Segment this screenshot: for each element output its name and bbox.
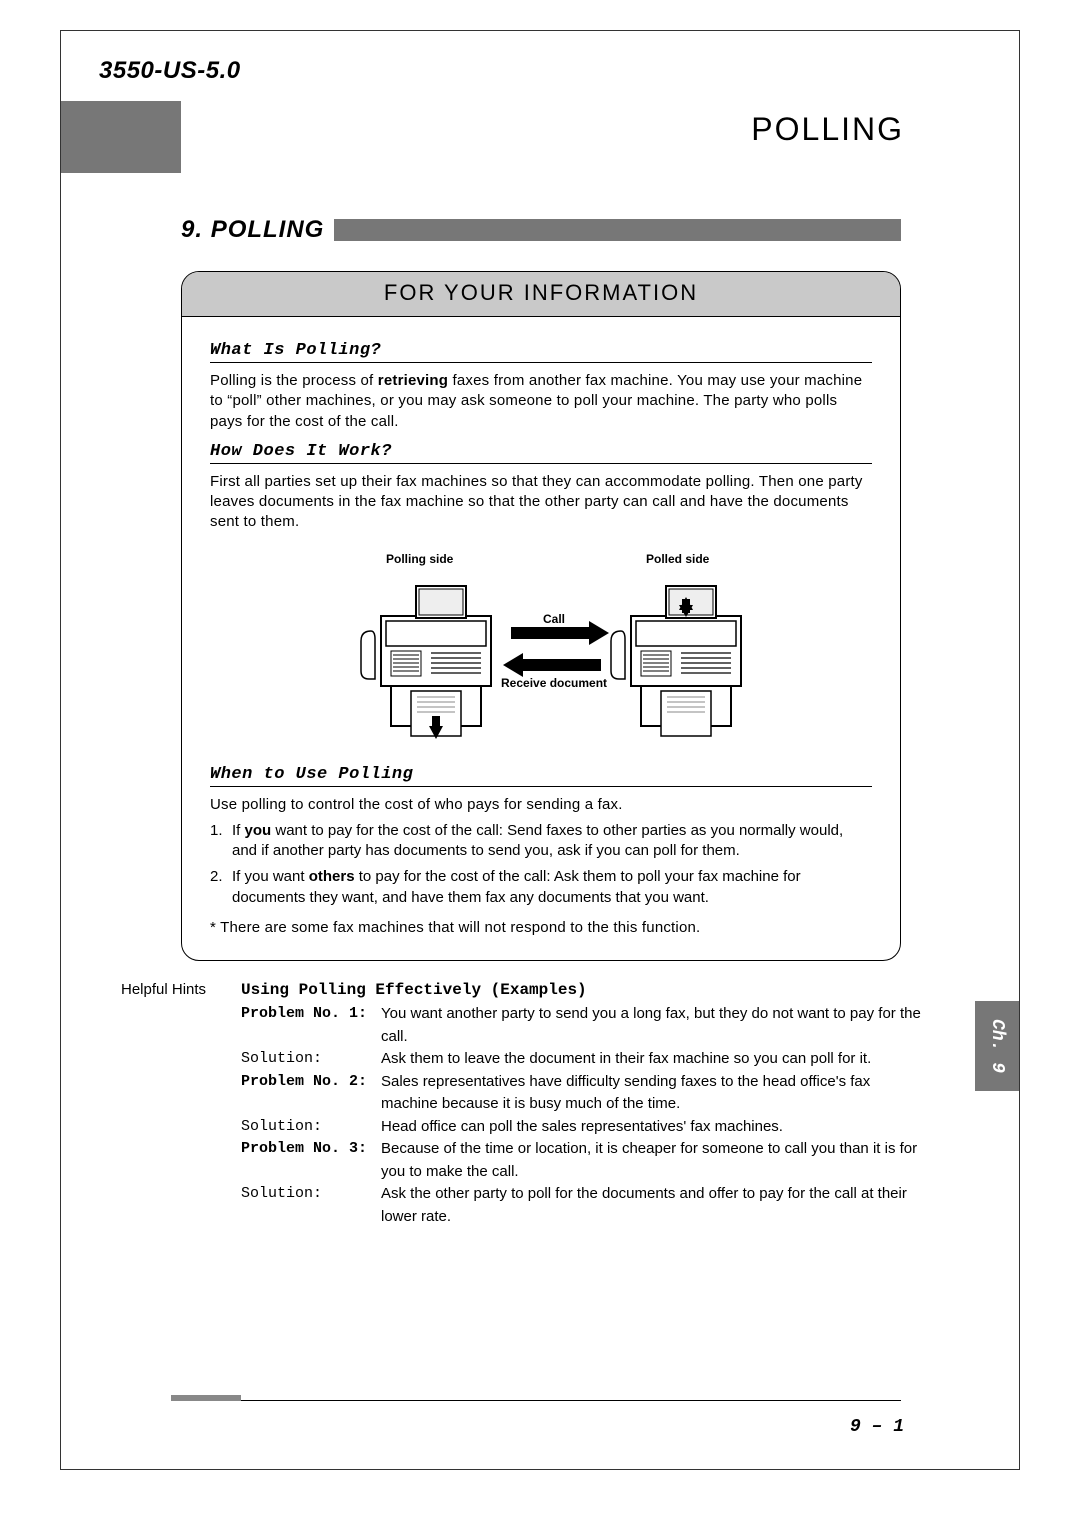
hints-text: Ask them to leave the document in their … [381, 1048, 921, 1071]
receive-arrow-icon [503, 653, 601, 677]
polled-side-label: Polled side [646, 552, 710, 566]
chapter-title: POLLING [751, 111, 904, 148]
list-text: If you want to pay for the cost of the c… [232, 821, 872, 862]
solution-label: Solution: [241, 1116, 381, 1139]
hints-row: Solution:Head office can poll the sales … [241, 1116, 921, 1139]
text: Polling is the process of [210, 372, 378, 389]
hints-row: Solution:Ask the other party to poll for… [241, 1183, 921, 1228]
polling-diagram: Polling side Polled side Call Receive do… [301, 551, 781, 751]
hints-text: You want another party to send you a lon… [381, 1003, 921, 1048]
section-gray-bar [334, 219, 901, 241]
chapter-side-tab-text: Ch. 9 [987, 1019, 1007, 1073]
footnote: * There are some fax machines that will … [210, 918, 872, 938]
what-is-polling-paragraph: Polling is the process of retrieving fax… [210, 371, 872, 432]
solution-label: Solution: [241, 1183, 381, 1228]
section-number: 9. [181, 216, 203, 243]
fax-machine-right-icon [611, 586, 741, 736]
problem-label: Problem No. 1: [241, 1003, 381, 1048]
subheading-when-to-use: When to Use Polling [210, 765, 872, 787]
how-does-it-work-paragraph: First all parties set up their fax machi… [210, 472, 872, 533]
section-heading: 9. POLLING [181, 216, 324, 244]
info-box-body: What Is Polling? Polling is the process … [182, 317, 900, 960]
footer-rule-thick [171, 1395, 241, 1401]
page-number: 9 – 1 [850, 1417, 904, 1437]
footer-rule-thin [241, 1400, 901, 1401]
info-box-header: FOR YOUR INFORMATION [182, 272, 900, 317]
receive-document-label: Receive document [501, 676, 607, 690]
bold-retrieving: retrieving [378, 372, 448, 389]
fax-machine-left-icon [361, 586, 491, 739]
info-box: FOR YOUR INFORMATION What Is Polling? Po… [181, 271, 901, 961]
hints-title: Using Polling Effectively (Examples) [241, 981, 921, 999]
hints-text: Because of the time or location, it is c… [381, 1138, 921, 1183]
list-number: 2. [210, 867, 232, 908]
hints-row: Problem No. 2:Sales representatives have… [241, 1071, 921, 1116]
solution-label: Solution: [241, 1048, 381, 1071]
document-id: 3550-US-5.0 [99, 57, 241, 85]
hints-row: Problem No. 3:Because of the time or loc… [241, 1138, 921, 1183]
hints-text: Ask the other party to poll for the docu… [381, 1183, 921, 1228]
section-heading-row: 9. POLLING [181, 216, 901, 244]
hints-text: Sales representatives have difficulty se… [381, 1071, 921, 1116]
when-to-use-intro: Use polling to control the cost of who p… [210, 795, 872, 815]
problem-label: Problem No. 3: [241, 1138, 381, 1183]
polling-side-label: Polling side [386, 552, 454, 566]
chapter-side-tab: Ch. 9 [975, 1001, 1019, 1091]
list-item: 1. If you want to pay for the cost of th… [210, 821, 872, 862]
subheading-how-does-it-work: How Does It Work? [210, 442, 872, 464]
hints-text: Head office can poll the sales represent… [381, 1116, 921, 1139]
helpful-hints-label: Helpful Hints [121, 981, 241, 1228]
list-item: 2. If you want others to pay for the cos… [210, 867, 872, 908]
hints-row: Problem No. 1:You want another party to … [241, 1003, 921, 1048]
list-text: If you want others to pay for the cost o… [232, 867, 872, 908]
section-title: POLLING [211, 216, 325, 243]
hints-row: Solution:Ask them to leave the document … [241, 1048, 921, 1071]
subheading-what-is-polling: What Is Polling? [210, 341, 872, 363]
problem-label: Problem No. 2: [241, 1071, 381, 1116]
page-frame: 3550-US-5.0 POLLING 9. POLLING FOR YOUR … [60, 30, 1020, 1470]
header-gray-band [61, 101, 181, 173]
helpful-hints-block: Helpful Hints Using Polling Effectively … [121, 981, 921, 1228]
list-number: 1. [210, 821, 232, 862]
call-label: Call [543, 612, 565, 626]
